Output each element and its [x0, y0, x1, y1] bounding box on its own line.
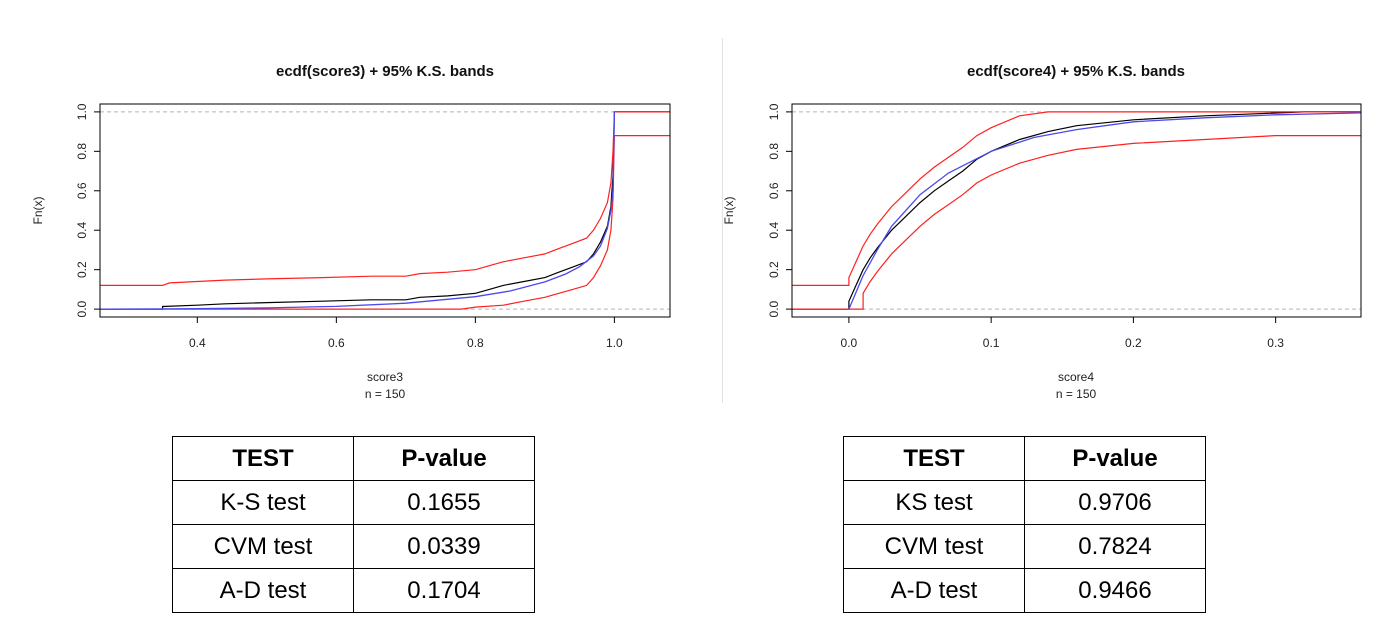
chart-2-series-line-1 [792, 111, 1361, 286]
p-value: 0.9466 [1024, 568, 1206, 613]
p-value: 0.9706 [1024, 480, 1206, 525]
table-row: KS test 0.9706 [843, 480, 1206, 525]
table-row: A-D test 0.9466 [843, 568, 1206, 613]
table-row: A-D test 0.1704 [172, 568, 535, 613]
right-panel: ecdf(score4) + 95% K.S. bands 0.0 0.1 0.2 0.… [691, 0, 1381, 626]
chart-2-title: ecdf(score4) + 95% K.S. bands [967, 63, 1185, 80]
chart-2-y-tick-label-1: 0.2 [767, 261, 781, 278]
chart-2-series-line-0 [792, 111, 1361, 310]
chart-1-plot-frame [99, 103, 671, 318]
chart-1-sample-size-label: n = 150 [365, 387, 406, 401]
chart-1-x-tick-label-2: 0.8 [467, 336, 484, 350]
table-row: CVM test 0.0339 [172, 524, 535, 569]
chart-1-x-tick-label-3: 1.0 [606, 336, 623, 350]
table-row: K-S test 0.1655 [172, 480, 535, 525]
chart-1-y-tick-label-3: 0.6 [75, 182, 89, 199]
chart-1-y-tick-label-0: 0.0 [75, 300, 89, 317]
chart-2-x-tick-label-1: 0.1 [983, 336, 1000, 350]
p-value: 0.1704 [353, 568, 535, 613]
table-row: CVM test 0.7824 [843, 524, 1206, 569]
chart-1-series-line-2 [100, 135, 670, 310]
p-value: 0.0339 [353, 524, 535, 569]
chart-2-x-axis-label: score4 [1058, 370, 1094, 384]
panel-divider [722, 38, 723, 403]
test-name: A-D test [843, 568, 1025, 613]
chart-2-y-tick-label-5: 1.0 [767, 103, 781, 120]
chart-2-plot-frame [791, 103, 1362, 318]
chart-2-x-tick-label-3: 0.3 [1267, 336, 1284, 350]
table-header-row: TEST P-value [172, 436, 535, 481]
chart-2-sample-size-label: n = 150 [1056, 387, 1097, 401]
score3-test-table: TEST P-value K-S test 0.1655 CVM test 0.… [172, 436, 535, 613]
header-p-value: P-value [1024, 436, 1206, 481]
header-p-value: P-value [353, 436, 535, 481]
ecdf-score3-chart: ecdf(score3) + 95% K.S. bands 0.4 0.6 0.8 1.… [31, 63, 671, 401]
chart-1-title: ecdf(score3) + 95% K.S. bands [276, 63, 494, 80]
chart-2-series-line-3 [848, 112, 1362, 310]
chart-2-x-tick-label-2: 0.2 [1125, 336, 1142, 350]
chart-2-y-tick-label-0: 0.0 [767, 300, 781, 317]
test-name: CVM test [843, 524, 1025, 569]
left-panel: ecdf(score3) + 95% K.S. bands 0.4 0.6 0.8 1.… [0, 0, 690, 626]
header-test: TEST [172, 436, 354, 481]
p-value: 0.7824 [1024, 524, 1206, 569]
chart-1-y-tick-label-1: 0.2 [75, 261, 89, 278]
test-name: KS test [843, 480, 1025, 525]
chart-1-series-line-1 [100, 111, 670, 286]
chart-2-x-tick-label-0: 0.0 [841, 336, 858, 350]
table-header-row: TEST P-value [843, 436, 1206, 481]
test-name: K-S test [172, 480, 354, 525]
chart-1-x-tick-label-1: 0.6 [328, 336, 345, 350]
test-name: A-D test [172, 568, 354, 613]
chart-1-y-axis-label: Fn(x) [31, 197, 45, 225]
chart-1-x-tick-label-0: 0.4 [189, 336, 206, 350]
chart-2-y-tick-label-4: 0.8 [767, 143, 781, 160]
p-value: 0.1655 [353, 480, 535, 525]
chart-1-y-tick-label-4: 0.8 [75, 143, 89, 160]
chart-2-y-tick-label-3: 0.6 [767, 182, 781, 199]
test-name: CVM test [172, 524, 354, 569]
chart-2-y-axis-label: Fn(x) [722, 197, 736, 225]
chart-1-series-line-0 [100, 111, 670, 310]
chart-2-y-tick-label-2: 0.4 [767, 222, 781, 239]
chart-1-y-tick-label-2: 0.4 [75, 222, 89, 239]
chart-2-series-line-2 [792, 135, 1361, 310]
chart-1-y-tick-label-5: 1.0 [75, 103, 89, 120]
score4-test-table: TEST P-value KS test 0.9706 CVM test 0.7… [843, 436, 1206, 613]
header-test: TEST [843, 436, 1025, 481]
chart-1-series-line-3 [99, 111, 616, 310]
ecdf-score4-chart: ecdf(score4) + 95% K.S. bands 0.0 0.1 0.2 0.… [722, 63, 1362, 401]
chart-1-x-axis-label: score3 [367, 370, 403, 384]
